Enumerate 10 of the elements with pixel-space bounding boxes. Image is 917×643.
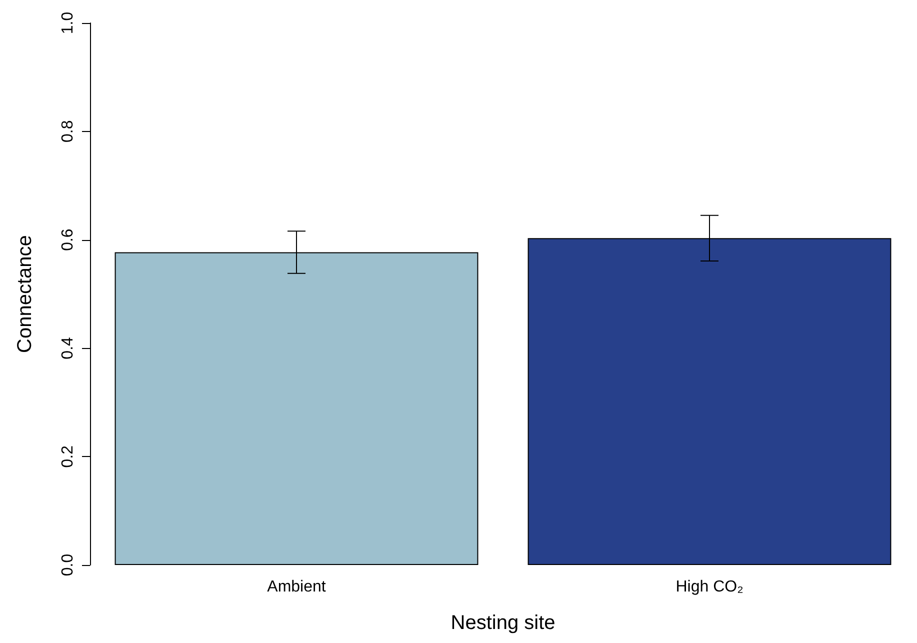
x-tick-label: Ambient	[267, 578, 326, 596]
x-axis-title: Nesting site	[450, 612, 556, 634]
y-tick-label: 0.4	[60, 336, 76, 360]
y-tick-label: 0.0	[60, 554, 76, 576]
y-tick-label: 0.2	[60, 445, 76, 468]
y-tick-label: 0.6	[60, 228, 76, 251]
y-tick-label: 1.0	[60, 12, 76, 34]
y-tick-label: 0.8	[60, 120, 76, 143]
y-axis-title: Connectance	[14, 235, 36, 353]
x-tick-label: High CO₂	[676, 578, 744, 596]
